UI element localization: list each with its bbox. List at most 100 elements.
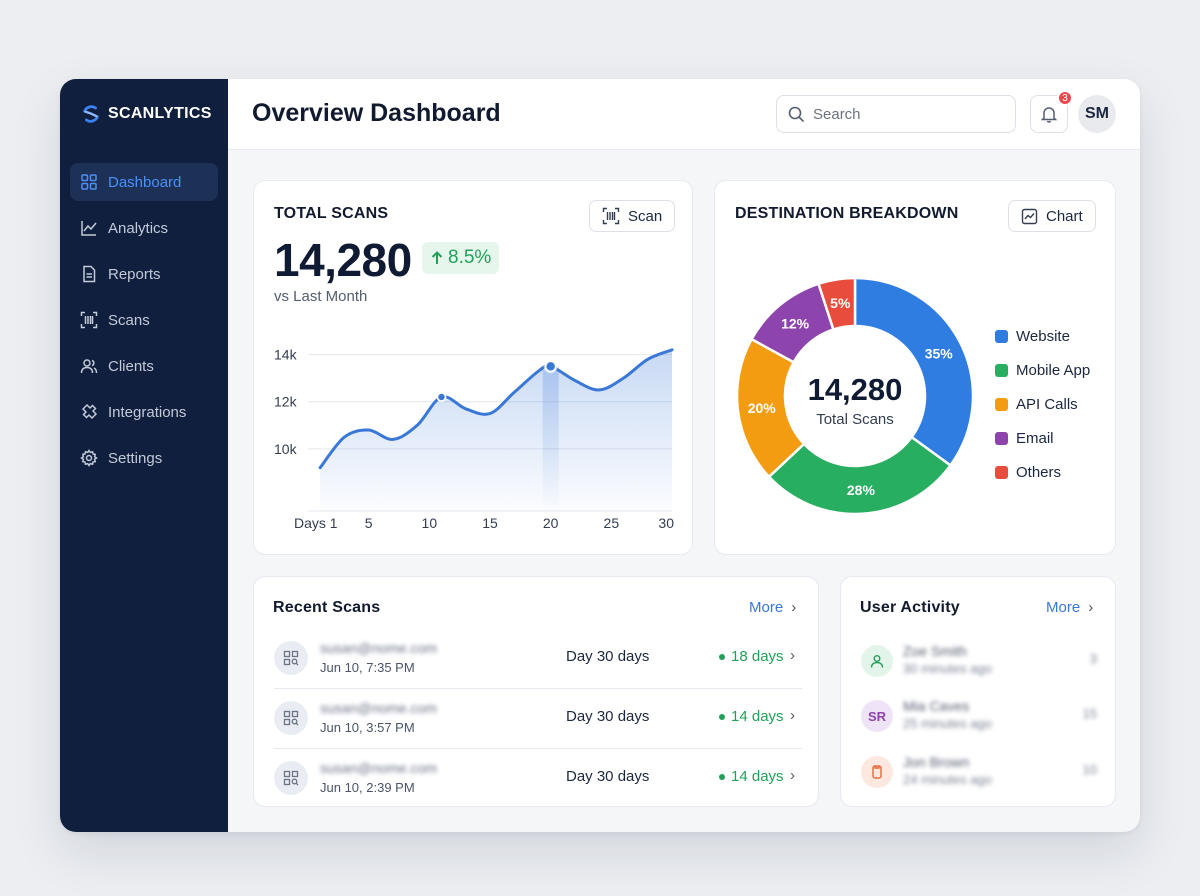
- recent-scans-more-link[interactable]: More ›: [749, 599, 796, 616]
- scans-line-chart: 14k 12k 10k Days 1 5 10 15 20 25 30: [274, 347, 674, 531]
- scan-status-text: 14 days: [731, 768, 784, 785]
- card-title: Recent Scans: [273, 599, 381, 616]
- status-dot: [719, 653, 725, 660]
- donut-slice-website[interactable]: [853, 276, 975, 468]
- activity-user-name: Jon Brown: [903, 754, 970, 770]
- notification-badge: 3: [1057, 90, 1073, 106]
- chevron-right-icon[interactable]: ›: [790, 767, 795, 784]
- page-title: Overview Dashboard: [252, 99, 501, 127]
- sidebar-nav: Dashboard Analytics Reports Scans: [70, 163, 218, 485]
- scan-button-label: Scan: [628, 207, 663, 225]
- activity-row[interactable]: Zoe Smith 30 minutes ago 3: [861, 639, 1097, 689]
- delta-badge: 8.5%: [422, 242, 500, 274]
- donut-center-value: 14,280: [807, 372, 903, 407]
- chart-icon: [1021, 208, 1038, 224]
- scan-status-text: 14 days: [731, 708, 784, 725]
- activity-time: 24 minutes ago: [903, 772, 992, 787]
- chevron-right-icon[interactable]: ›: [790, 707, 795, 724]
- activity-row[interactable]: SR Mia Caves 25 minutes ago 15: [861, 694, 1097, 744]
- card-title: DESTINATION BREAKDOWN: [735, 205, 959, 222]
- scan-time: Jun 10, 7:35 PM: [320, 660, 415, 675]
- sidebar-item-clients[interactable]: Clients: [70, 347, 218, 385]
- legend-label: Website: [1016, 327, 1070, 345]
- x-tick-label: 25: [604, 515, 620, 531]
- donut-legend: Website Mobile App API Calls Email Other…: [995, 319, 1090, 489]
- clients-icon: [80, 359, 98, 374]
- slice-value-label: 5%: [830, 295, 851, 311]
- highlight-bar: [542, 366, 559, 511]
- donut-center-label: Total Scans: [816, 411, 894, 428]
- y-tick-label: 12k: [274, 394, 298, 410]
- sidebar-item-label: Analytics: [108, 219, 169, 237]
- recent-scans-card: Recent Scans More › susan@nome.com Jun 1…: [253, 576, 819, 807]
- activity-count: 15: [1082, 706, 1097, 721]
- total-scans-value: 14,280: [274, 234, 412, 286]
- x-tick-label: 30: [658, 515, 674, 531]
- legend-swatch: [995, 465, 1008, 479]
- brand[interactable]: SCANLYTICS: [80, 103, 212, 125]
- scan-row[interactable]: susan@nome.com Jun 10, 3:57 PM Day 30 da…: [274, 688, 802, 748]
- y-tick-label: 10k: [274, 441, 298, 457]
- sidebar-item-analytics[interactable]: Analytics: [70, 209, 218, 247]
- settings-icon: [80, 449, 98, 467]
- sidebar-item-integrations[interactable]: Integrations: [70, 393, 218, 431]
- chart-button[interactable]: Chart: [1008, 200, 1096, 232]
- user-avatar[interactable]: SM: [1078, 95, 1116, 133]
- user-avatar-icon: [861, 645, 893, 677]
- scan-period: Day 30 days: [566, 708, 650, 725]
- sidebar-item-dashboard[interactable]: Dashboard: [70, 163, 218, 201]
- card-title: TOTAL SCANS: [274, 205, 389, 222]
- donut-slice-others[interactable]: [816, 276, 857, 332]
- notifications-button[interactable]: 3: [1030, 90, 1073, 133]
- total-scans-card: TOTAL SCANS Scan 14,280 8.5% vs Last Mon…: [253, 180, 693, 555]
- activity-count: 3: [1089, 651, 1097, 666]
- scan-time: Jun 10, 2:39 PM: [320, 780, 415, 795]
- sidebar-item-settings[interactable]: Settings: [70, 439, 218, 477]
- qr-scan-icon: [274, 761, 308, 795]
- data-point[interactable]: [436, 392, 447, 402]
- x-tick-label: 5: [365, 515, 373, 531]
- legend-swatch: [995, 397, 1008, 411]
- area-fill: [320, 349, 672, 511]
- legend-swatch: [995, 363, 1008, 377]
- scan-row[interactable]: susan@nome.com Jun 10, 2:39 PM Day 30 da…: [274, 748, 802, 808]
- sidebar-item-reports[interactable]: Reports: [70, 255, 218, 293]
- legend-label: API Calls: [1016, 395, 1078, 413]
- search-box[interactable]: [776, 95, 1016, 133]
- search-input[interactable]: [813, 105, 993, 123]
- activity-count: 10: [1082, 762, 1097, 777]
- scan-row[interactable]: susan@nome.com Jun 10, 7:35 PM Day 30 da…: [274, 628, 802, 688]
- app-window: SCANLYTICS Dashboard Analytics R: [60, 79, 1140, 832]
- x-tick-label: Days 1: [294, 515, 338, 531]
- qr-scan-icon: [274, 701, 308, 735]
- sidebar-item-label: Scans: [108, 311, 150, 329]
- activity-user-name: Mia Caves: [903, 698, 970, 714]
- legend-swatch: [995, 431, 1008, 445]
- sidebar: SCANLYTICS Dashboard Analytics R: [60, 79, 228, 832]
- x-tick-label: 15: [482, 515, 498, 531]
- top-header: Overview Dashboard 3 SM: [228, 79, 1140, 150]
- donut-slice-mobile-app[interactable]: [767, 435, 953, 516]
- scan-status: 14 days: [719, 768, 784, 785]
- chevron-right-icon[interactable]: ›: [790, 647, 795, 664]
- sidebar-item-scans[interactable]: Scans: [70, 301, 218, 339]
- scan-button[interactable]: Scan: [589, 200, 676, 232]
- scan-period: Day 30 days: [566, 648, 650, 665]
- user-activity-more-link[interactable]: More ›: [1046, 599, 1093, 616]
- sidebar-item-label: Settings: [108, 449, 163, 467]
- sidebar-item-label: Clients: [108, 357, 154, 375]
- chevron-right-icon: ›: [1088, 599, 1094, 616]
- legend-item: API Calls: [995, 387, 1090, 421]
- barcode-icon: [602, 207, 620, 225]
- chevron-right-icon: ›: [791, 599, 797, 616]
- arrow-up-icon: [431, 251, 443, 264]
- data-point[interactable]: [544, 360, 557, 373]
- activity-row[interactable]: Jon Brown 24 minutes ago 10: [861, 750, 1097, 800]
- divider: [274, 748, 802, 749]
- delta-value: 8.5%: [448, 247, 492, 268]
- series-line: [318, 348, 674, 470]
- legend-label: Others: [1016, 463, 1062, 481]
- activity-time: 25 minutes ago: [903, 716, 992, 731]
- scan-email: susan@nome.com: [320, 760, 437, 776]
- status-dot: [719, 713, 725, 720]
